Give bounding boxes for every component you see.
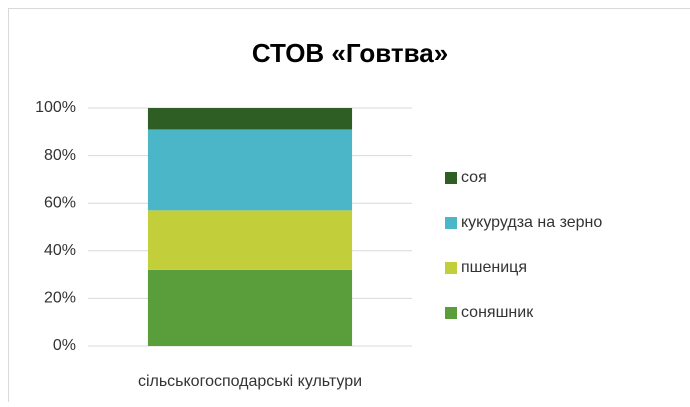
y-tick-label: 100% (35, 99, 76, 116)
bar-segment (148, 270, 352, 346)
y-tick-label: 20% (44, 290, 76, 307)
chart-title: СТОВ «Говтва» (252, 38, 448, 68)
bar-segment (148, 129, 352, 210)
x-tick-label: сільськогосподарські культури (138, 373, 362, 390)
y-tick-label: 80% (44, 147, 76, 164)
legend-label: кукурудза на зерно (461, 214, 602, 231)
legend-label: соняшник (461, 304, 534, 321)
y-tick-label: 0% (53, 337, 76, 354)
legend-swatch (445, 172, 457, 184)
legend-swatch (445, 307, 457, 319)
legend-swatch (445, 217, 457, 229)
y-tick-label: 60% (44, 194, 76, 211)
bar-segment (148, 108, 352, 129)
y-tick-label: 40% (44, 242, 76, 259)
bar-segment (148, 210, 352, 270)
legend-label: пшениця (461, 259, 527, 276)
legend-swatch (445, 262, 457, 274)
legend-label: соя (461, 169, 487, 186)
